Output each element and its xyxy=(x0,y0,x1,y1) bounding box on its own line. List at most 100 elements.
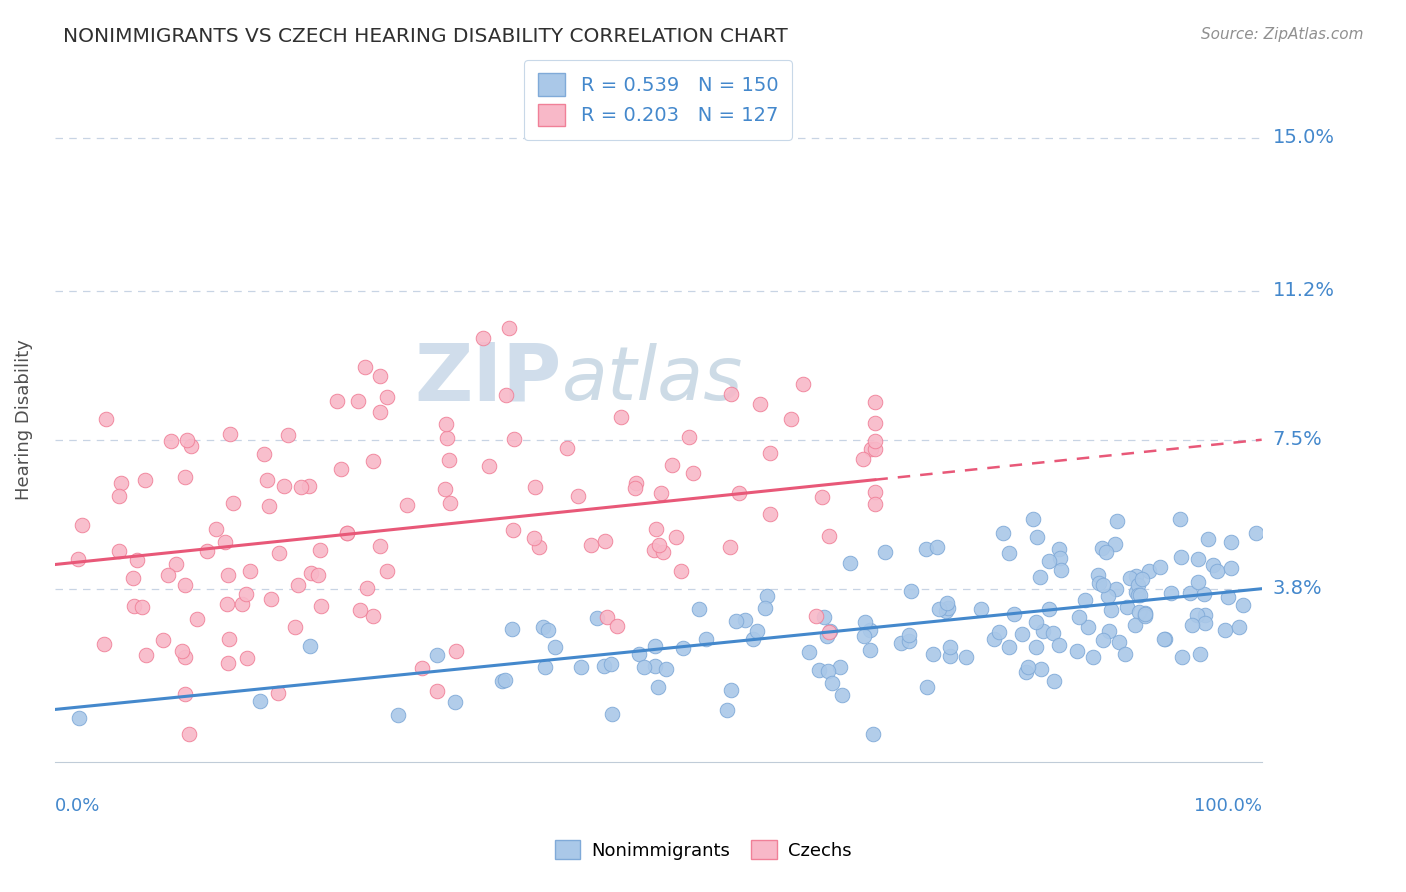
Point xyxy=(1125,584,1147,599)
Point xyxy=(436,431,458,445)
Point xyxy=(1043,674,1066,689)
Point xyxy=(1038,554,1060,568)
Point xyxy=(807,663,830,677)
Point xyxy=(173,649,195,664)
Point xyxy=(993,525,1015,540)
Point xyxy=(501,622,523,636)
Point xyxy=(938,648,960,663)
Point xyxy=(267,686,290,700)
Point xyxy=(688,602,710,616)
Point xyxy=(1201,558,1223,573)
Point xyxy=(537,623,560,637)
Point xyxy=(1108,634,1130,648)
Point xyxy=(426,648,449,662)
Point xyxy=(107,489,129,503)
Point xyxy=(174,578,197,592)
Point xyxy=(368,368,391,383)
Point xyxy=(998,640,1021,655)
Point xyxy=(256,474,278,488)
Point xyxy=(353,360,375,375)
Point xyxy=(1244,526,1267,541)
Point xyxy=(865,434,887,449)
Point xyxy=(217,597,239,611)
Point xyxy=(1133,607,1156,621)
Point xyxy=(1129,587,1152,601)
Point xyxy=(915,680,938,694)
Point xyxy=(66,552,89,566)
Point xyxy=(865,416,887,430)
Point xyxy=(647,538,669,552)
Point xyxy=(527,540,550,554)
Point xyxy=(1081,649,1104,664)
Text: 100.0%: 100.0% xyxy=(1194,797,1261,814)
Point xyxy=(253,447,276,461)
Point xyxy=(1192,587,1215,601)
Point xyxy=(1047,638,1070,652)
Point xyxy=(695,632,717,646)
Point xyxy=(260,591,283,606)
Legend: R = 0.539   N = 150, R = 0.203   N = 127: R = 0.539 N = 150, R = 0.203 N = 127 xyxy=(524,60,792,140)
Point xyxy=(1232,599,1254,613)
Point xyxy=(596,610,619,624)
Point xyxy=(860,442,883,456)
Point xyxy=(1104,537,1126,551)
Point xyxy=(1097,589,1119,603)
Point xyxy=(494,673,516,687)
Point xyxy=(865,395,887,409)
Point xyxy=(174,469,197,483)
Point xyxy=(797,645,820,659)
Point xyxy=(724,614,747,628)
Point xyxy=(375,390,398,404)
Point xyxy=(633,659,655,673)
Point xyxy=(1220,535,1243,549)
Point xyxy=(1050,563,1073,577)
Point xyxy=(498,321,520,335)
Point xyxy=(125,553,148,567)
Point xyxy=(585,611,607,625)
Point xyxy=(1160,586,1182,600)
Text: 7.5%: 7.5% xyxy=(1272,430,1323,450)
Point xyxy=(1153,632,1175,646)
Point xyxy=(682,466,704,480)
Point xyxy=(122,599,145,613)
Point xyxy=(195,543,218,558)
Point xyxy=(1066,644,1088,658)
Point xyxy=(368,539,391,553)
Point xyxy=(873,545,896,559)
Point xyxy=(287,577,309,591)
Point xyxy=(623,481,645,495)
Point xyxy=(434,482,457,496)
Point xyxy=(1219,561,1241,575)
Point xyxy=(1092,632,1115,647)
Point xyxy=(815,629,838,643)
Point xyxy=(728,486,751,500)
Point xyxy=(159,434,181,448)
Point xyxy=(72,517,94,532)
Point xyxy=(1133,606,1156,620)
Point xyxy=(720,682,742,697)
Point xyxy=(1029,662,1052,676)
Point xyxy=(987,625,1010,640)
Point xyxy=(592,658,614,673)
Point xyxy=(810,490,832,504)
Text: atlas: atlas xyxy=(561,343,742,415)
Point xyxy=(839,556,862,570)
Point xyxy=(231,597,253,611)
Point xyxy=(610,409,633,424)
Point xyxy=(172,644,194,658)
Text: 15.0%: 15.0% xyxy=(1272,128,1334,147)
Point xyxy=(818,529,841,543)
Point xyxy=(1178,586,1201,600)
Point xyxy=(257,499,280,513)
Point xyxy=(214,535,236,549)
Point xyxy=(1123,617,1146,632)
Point xyxy=(437,452,460,467)
Point xyxy=(218,632,240,646)
Point xyxy=(426,684,449,698)
Point xyxy=(644,639,666,653)
Point xyxy=(939,640,962,654)
Point xyxy=(927,540,949,554)
Point xyxy=(600,706,623,721)
Point xyxy=(830,659,852,673)
Point xyxy=(361,609,384,624)
